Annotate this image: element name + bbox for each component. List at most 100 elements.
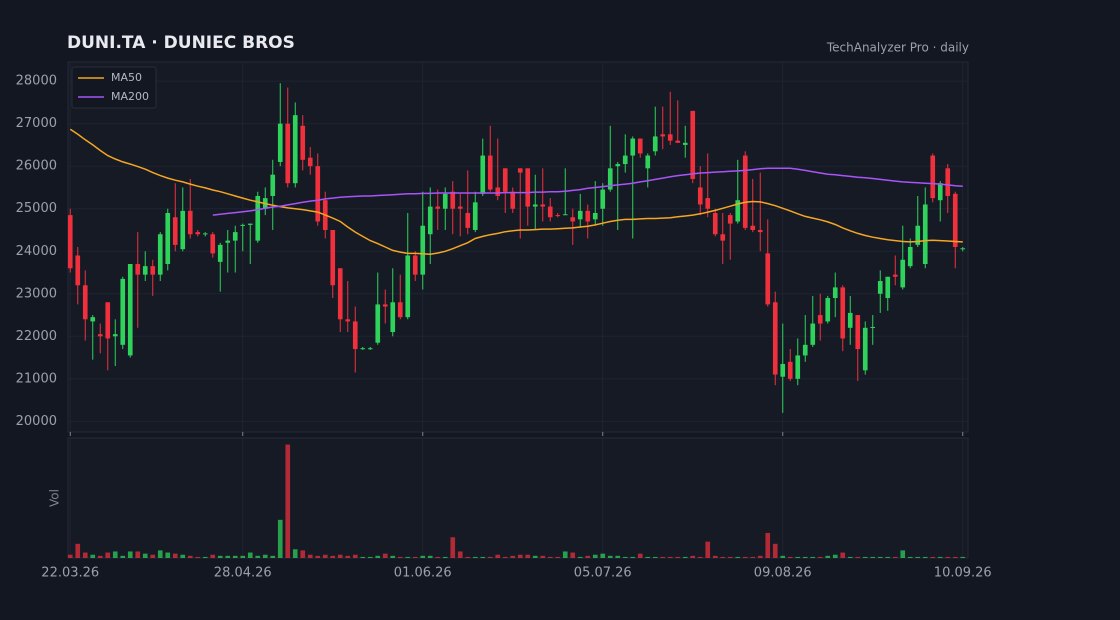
candle-body — [510, 191, 516, 209]
volume-bar — [555, 556, 561, 558]
candle-body — [720, 234, 726, 241]
candle-body — [397, 302, 403, 318]
ma-line — [69, 128, 963, 255]
volume-bar — [262, 554, 268, 558]
candle-body — [97, 334, 103, 337]
volume-bar — [375, 555, 381, 558]
volume-bar — [142, 553, 148, 558]
candle-body — [555, 215, 561, 217]
candle-body — [592, 212, 598, 220]
volume-bar — [412, 556, 418, 558]
volume-bar — [855, 556, 861, 558]
volume-bar — [480, 556, 486, 558]
volume-bar — [840, 552, 846, 558]
volume-bar — [742, 556, 748, 558]
candle-body — [150, 266, 156, 275]
candle-body — [157, 234, 163, 275]
candle-body — [247, 223, 253, 225]
candle-body — [862, 327, 868, 371]
candle-body — [547, 206, 553, 218]
volume-bar — [285, 444, 291, 558]
volume-bar — [757, 555, 763, 558]
volume-bar — [915, 556, 921, 558]
volume-bar — [517, 554, 523, 558]
candle-body — [232, 232, 238, 241]
volume-bar — [525, 554, 531, 558]
volume-bar — [637, 553, 643, 558]
candle-body — [307, 157, 313, 167]
volume-bar — [667, 556, 673, 558]
legend: MA50 MA200 — [71, 66, 157, 109]
volume-bar — [75, 543, 81, 558]
candle-body — [90, 317, 96, 322]
candle-body — [172, 217, 178, 245]
volume-bar — [660, 556, 666, 558]
volume-bar — [172, 553, 178, 558]
volume-bar — [712, 555, 718, 558]
candle-body — [787, 361, 793, 379]
volume-bar — [135, 551, 141, 558]
candle-body — [952, 193, 958, 247]
volume-bar — [120, 555, 126, 558]
y-tick-label: 23000 — [16, 286, 57, 301]
volume-bar — [127, 551, 133, 558]
candle-body — [645, 155, 651, 169]
candle-body — [300, 125, 306, 160]
volume-bar — [562, 551, 568, 558]
candle-body — [472, 202, 478, 230]
candle-body — [652, 136, 658, 152]
candle-body — [772, 302, 778, 375]
candle-body — [735, 200, 741, 222]
legend-label: MA200 — [111, 90, 149, 103]
candle-body — [495, 187, 501, 196]
candle-body — [585, 210, 591, 222]
candle-body — [255, 195, 261, 241]
volume-bar — [157, 550, 163, 558]
volume-bar — [210, 554, 216, 558]
candle-body — [457, 206, 463, 209]
volume-bar — [832, 554, 838, 558]
volume-bar — [97, 555, 103, 558]
candle-body — [435, 206, 441, 209]
candle-body — [810, 323, 816, 345]
volume-bar — [277, 519, 283, 558]
volume-bar — [330, 555, 336, 558]
candle-body — [390, 302, 396, 333]
candle-body — [210, 234, 216, 254]
candle-body — [825, 298, 831, 322]
volume-bar — [780, 555, 786, 558]
candle-body — [960, 248, 966, 250]
candle-body — [367, 348, 373, 350]
volume-panel — [67, 437, 969, 559]
price-panel — [67, 61, 969, 433]
y-tick-label: 21000 — [16, 371, 57, 386]
volume-bar — [615, 555, 621, 558]
candle-body — [667, 134, 673, 141]
candle-body — [270, 174, 276, 196]
volume-bar — [892, 556, 898, 558]
volume-bar — [540, 555, 546, 558]
candle-body — [577, 210, 583, 220]
volume-bar — [367, 556, 373, 558]
volume-bar — [322, 554, 328, 558]
ma-line — [212, 167, 963, 216]
candle-body — [922, 204, 928, 265]
y-tick-label: 28000 — [16, 74, 57, 89]
candle-body — [637, 138, 643, 154]
candle-body — [202, 233, 208, 235]
volume-bar — [847, 556, 853, 558]
volume-bar — [900, 550, 906, 558]
candle-body — [780, 363, 786, 377]
candle-body — [352, 321, 358, 350]
candle-body — [727, 215, 733, 224]
candle-body — [487, 155, 493, 190]
y-tick-label: 26000 — [16, 159, 57, 174]
candle-body — [750, 225, 756, 230]
volume-bar — [690, 555, 696, 558]
candle-body — [405, 255, 411, 318]
candle-body — [427, 206, 433, 235]
candle-body — [382, 304, 388, 307]
candle-body — [907, 247, 913, 267]
candle-body — [465, 212, 471, 228]
candle-body — [450, 191, 456, 209]
